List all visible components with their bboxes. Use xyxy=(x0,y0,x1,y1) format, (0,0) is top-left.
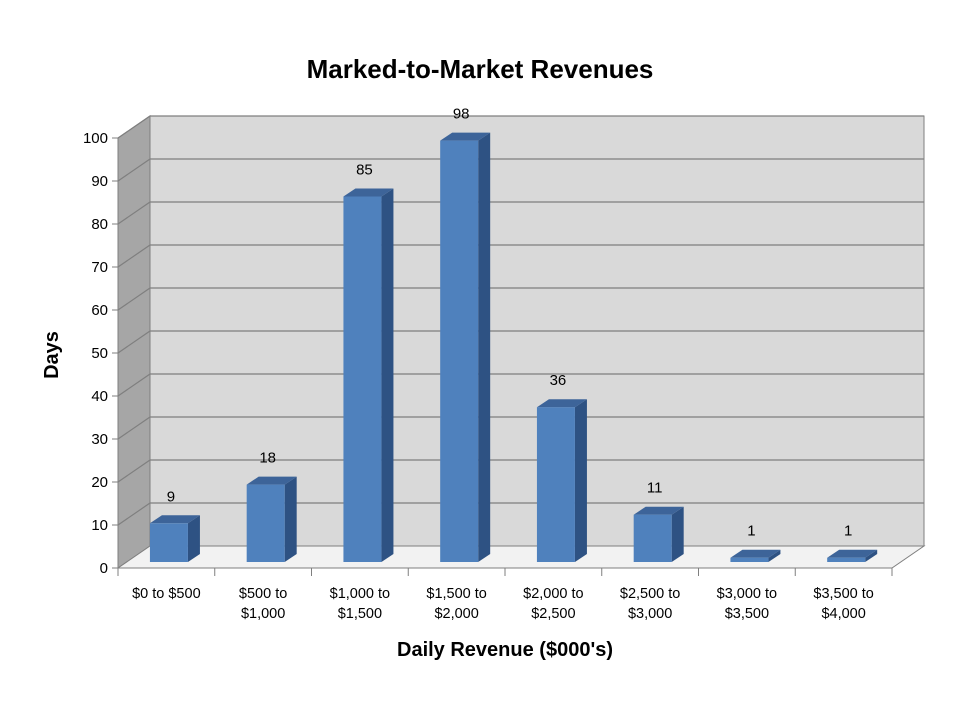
bar-top xyxy=(343,188,394,197)
bars xyxy=(149,132,878,562)
y-tick-labels: 0 10 20 30 40 50 60 70 80 90 100 xyxy=(83,130,108,577)
x-tick-label-line: $500 to xyxy=(239,586,287,602)
x-tick-label: $500 to $1,000 xyxy=(239,586,287,622)
bar-side xyxy=(768,549,781,562)
y-tick-label: 80 xyxy=(91,216,108,233)
data-label: 1 xyxy=(844,523,852,540)
gridline xyxy=(117,115,924,139)
y-tick-label: 50 xyxy=(91,345,108,362)
bar-side xyxy=(478,132,491,562)
y-tick-label: 40 xyxy=(91,388,108,405)
gridlines xyxy=(117,115,924,526)
chart-walls xyxy=(116,115,926,569)
x-tick-label-line: $2,000 to xyxy=(523,586,583,602)
gridline xyxy=(117,330,924,354)
bar xyxy=(730,557,769,562)
x-tick-label-line: $2,500 to xyxy=(620,586,680,602)
x-tick-label: $2,500 to $3,000 xyxy=(620,586,680,622)
y-tick-label: 10 xyxy=(91,517,108,534)
gridline xyxy=(117,201,924,225)
x-tick-label-line: $0 to $500 xyxy=(132,586,201,602)
y-axis-label: Days xyxy=(41,331,63,379)
x-tick-label-line: $2,000 xyxy=(434,606,478,622)
gridline xyxy=(117,158,924,182)
bar-side xyxy=(574,399,587,562)
x-tick-label-line: $1,000 to xyxy=(330,586,390,602)
bar-side xyxy=(187,515,200,562)
bar-top xyxy=(536,399,587,408)
x-tick-label: $1,500 to $2,000 xyxy=(426,586,486,622)
x-tick-label-line: $3,500 xyxy=(725,606,769,622)
gridline xyxy=(117,502,924,526)
x-tick-label: $0 to $500 xyxy=(132,586,201,602)
y-tick-label: 30 xyxy=(91,431,108,448)
data-label: 18 xyxy=(259,450,276,467)
x-tick-label: $2,000 to $2,500 xyxy=(523,586,583,622)
y-tick-label: 60 xyxy=(91,302,108,319)
bar-side xyxy=(381,188,394,562)
floor xyxy=(116,545,926,569)
y-tick-label: 90 xyxy=(91,173,108,190)
x-axis-label: Daily Revenue ($000's) xyxy=(397,639,613,661)
x-tick-label-line: $1,500 xyxy=(338,606,382,622)
gridline xyxy=(117,459,924,483)
x-tick-label-line: $1,500 to xyxy=(426,586,486,602)
x-tick-label-line: $3,000 to xyxy=(717,586,777,602)
data-label: 36 xyxy=(550,372,567,389)
bar xyxy=(536,407,575,562)
bar-top xyxy=(827,549,878,558)
chart-title: Marked-to-Market Revenues xyxy=(307,54,654,84)
x-tick-label-line: $2,500 xyxy=(531,606,575,622)
x-tick-label: $3,500 to $4,000 xyxy=(813,586,873,622)
bar xyxy=(440,140,479,562)
y-tick-label: 0 xyxy=(100,560,108,577)
data-label: 11 xyxy=(647,480,663,497)
x-tick-label: $3,000 to $3,500 xyxy=(717,586,777,622)
bar-top xyxy=(246,476,297,485)
y-tick-label: 100 xyxy=(83,130,108,147)
axes xyxy=(112,137,893,576)
x-tick-label: $1,000 to $1,500 xyxy=(330,586,390,622)
y-tick-label: 20 xyxy=(91,474,108,491)
bar-side xyxy=(284,476,297,562)
bar-top xyxy=(633,506,684,515)
bar xyxy=(246,484,285,562)
bar-top xyxy=(149,515,200,524)
gridline xyxy=(117,373,924,397)
data-label: 85 xyxy=(356,162,373,179)
x-tick-label-line: $4,000 xyxy=(821,606,865,622)
x-tick-labels: $0 to $500 $500 to $1,000$1,000 to $1,500$1… xyxy=(132,586,874,622)
bar-top xyxy=(440,132,491,141)
gridline xyxy=(117,244,924,268)
y-tick-label: 70 xyxy=(91,259,108,276)
bar xyxy=(633,514,672,562)
bar xyxy=(343,196,382,562)
x-tick-label-line: $3,500 to xyxy=(813,586,873,602)
bar-side xyxy=(671,506,684,562)
x-tick-label-line: $3,000 xyxy=(628,606,672,622)
gridline xyxy=(117,287,924,311)
x-tick-label-line: $1,000 xyxy=(241,606,285,622)
data-label: 9 xyxy=(167,488,175,505)
gridline xyxy=(117,416,924,440)
bar-side xyxy=(865,549,878,562)
data-label: 1 xyxy=(747,523,755,540)
bar xyxy=(827,557,866,562)
data-label: 98 xyxy=(453,106,470,123)
bar xyxy=(149,523,188,562)
bar-top xyxy=(730,549,781,558)
